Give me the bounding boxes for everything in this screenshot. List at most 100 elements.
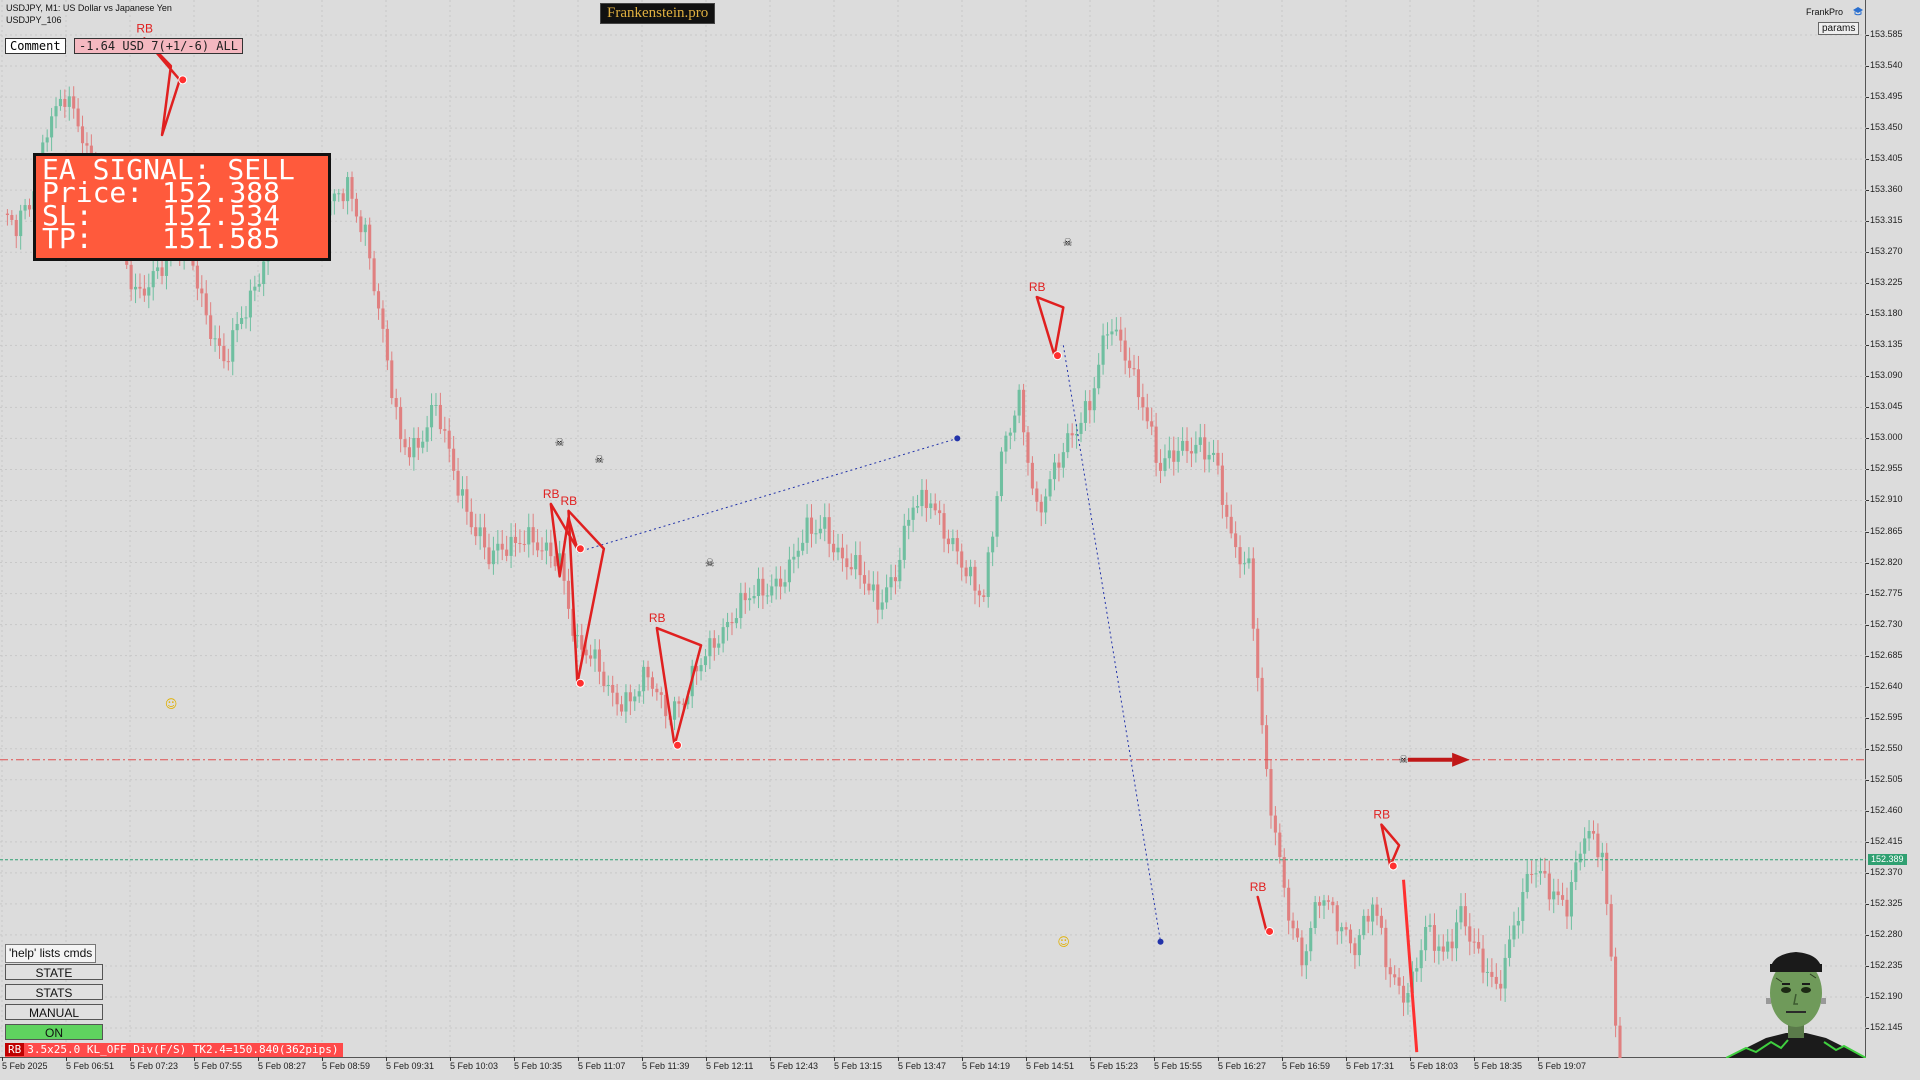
candle-body <box>880 602 884 610</box>
candle-body <box>1022 389 1026 433</box>
rb-pattern-label: RB <box>1250 880 1267 894</box>
candle-body <box>1287 887 1291 921</box>
candle-body <box>1097 364 1101 389</box>
signal-title: EA SIGNAL: SELL <box>42 153 295 186</box>
frankenstein-mascot-image <box>1726 952 1866 1058</box>
candle-body <box>1556 891 1560 896</box>
candle-body <box>164 254 169 276</box>
candle-body <box>1508 939 1512 958</box>
candle-body <box>1234 533 1238 548</box>
candle-body <box>1357 935 1361 956</box>
time-tick-label: 5 Feb 14:51 <box>1026 1057 1075 1071</box>
candle-body <box>938 510 942 514</box>
candle-body <box>699 665 703 672</box>
candle-body <box>54 106 58 117</box>
candle-body <box>1375 904 1379 916</box>
candle-body <box>1300 937 1304 966</box>
candle-body <box>924 489 928 509</box>
candle-body <box>1379 915 1383 928</box>
params-button[interactable]: params <box>1818 22 1860 35</box>
candle-body <box>412 437 416 458</box>
candle-body <box>1092 388 1096 411</box>
candle-body <box>76 108 80 127</box>
price-tick-label: 152.730 <box>1866 618 1903 629</box>
price-tick-label: 152.685 <box>1866 649 1903 660</box>
time-tick-label: 5 Feb 19:07 <box>1538 1057 1587 1071</box>
candle-body <box>474 527 478 537</box>
candle-body <box>536 542 540 551</box>
candle-body <box>1194 444 1198 454</box>
candle-body <box>946 538 951 545</box>
time-tick-label: 5 Feb 2025 <box>2 1057 48 1071</box>
brand-label[interactable]: Frankenstein.pro <box>600 3 716 24</box>
skull-icon: ☠ <box>705 557 715 570</box>
candle-body <box>765 595 769 597</box>
candle-body <box>1463 906 1467 927</box>
sell-signal-dot <box>1388 861 1398 871</box>
candle-body <box>63 98 67 107</box>
candle-body <box>871 584 875 591</box>
candle-body <box>443 429 447 431</box>
candle-body <box>1441 946 1445 952</box>
candle-body <box>381 308 385 329</box>
time-tick-label: 5 Feb 18:03 <box>1410 1057 1459 1071</box>
candle-body <box>1251 558 1255 629</box>
time-axis[interactable]: 5 Feb 2025 5 Feb 06:51 5 Feb 07:23 5 Feb 07… <box>0 1057 1866 1080</box>
candle-body <box>849 567 853 570</box>
candle-body <box>1088 401 1092 411</box>
candle-body <box>845 558 849 568</box>
chart-area[interactable]: RB RB RB RB RB RB RB ☠ ☠ ☠ ☠ ☠ ☺ ☺ USDJPY, M1: US Dol… <box>0 0 1866 1058</box>
candle-body <box>1388 967 1392 975</box>
candle-body <box>1114 329 1118 332</box>
price-tick-label: 153.450 <box>1866 122 1903 133</box>
candle-body <box>1004 435 1008 452</box>
time-tick-label: 5 Feb 07:23 <box>130 1057 179 1071</box>
candle-body <box>637 691 641 697</box>
candle-body <box>615 692 619 705</box>
candle-body <box>350 177 354 199</box>
candle-body <box>951 538 955 545</box>
candle-body <box>836 547 840 553</box>
candle-body <box>421 441 425 448</box>
stats-button[interactable]: STATS <box>5 984 103 1000</box>
candle-body <box>1397 977 1401 986</box>
candle-body <box>827 517 831 544</box>
candle-body <box>664 694 668 717</box>
candle-body <box>1543 870 1547 874</box>
price-tick-label: 153.405 <box>1866 153 1903 164</box>
candle-body <box>1008 432 1012 436</box>
candle-body <box>624 692 628 712</box>
candle-body <box>1141 397 1145 408</box>
candle-body <box>933 503 937 511</box>
candle-body <box>1516 920 1520 926</box>
candle-body <box>80 126 85 144</box>
on-button[interactable]: ON <box>5 1024 103 1040</box>
price-axis[interactable]: 153.585 153.540 153.495 153.450 153.405 153.3… <box>1866 0 1920 1080</box>
candle-body <box>496 543 500 551</box>
rb-pattern-label: RB <box>649 611 666 625</box>
candle-body <box>907 519 911 526</box>
time-tick-label: 5 Feb 08:59 <box>322 1057 371 1071</box>
candle-body <box>1057 462 1061 468</box>
candle-body <box>41 142 45 163</box>
candle-body <box>416 437 420 448</box>
trade-connector-line <box>1062 345 1162 942</box>
candle-body <box>1472 941 1476 943</box>
manual-button[interactable]: MANUAL <box>5 1004 103 1020</box>
candle-body <box>222 345 226 362</box>
candle-body <box>929 503 933 509</box>
candle-body <box>72 96 76 109</box>
rb-pattern-label: RB <box>1029 280 1046 294</box>
candle-body <box>1340 927 1344 932</box>
candle-body <box>770 586 774 596</box>
candle-body <box>823 517 827 529</box>
candle-body <box>1203 437 1207 460</box>
candle-body <box>160 267 164 276</box>
candle-body <box>898 559 902 582</box>
candle-body <box>1326 900 1330 902</box>
candle-body <box>456 470 460 496</box>
signal-sl-label: SL: <box>42 199 93 232</box>
candle-body <box>213 338 217 340</box>
sell-signal-dot <box>575 544 585 554</box>
state-button[interactable]: STATE <box>5 964 103 980</box>
